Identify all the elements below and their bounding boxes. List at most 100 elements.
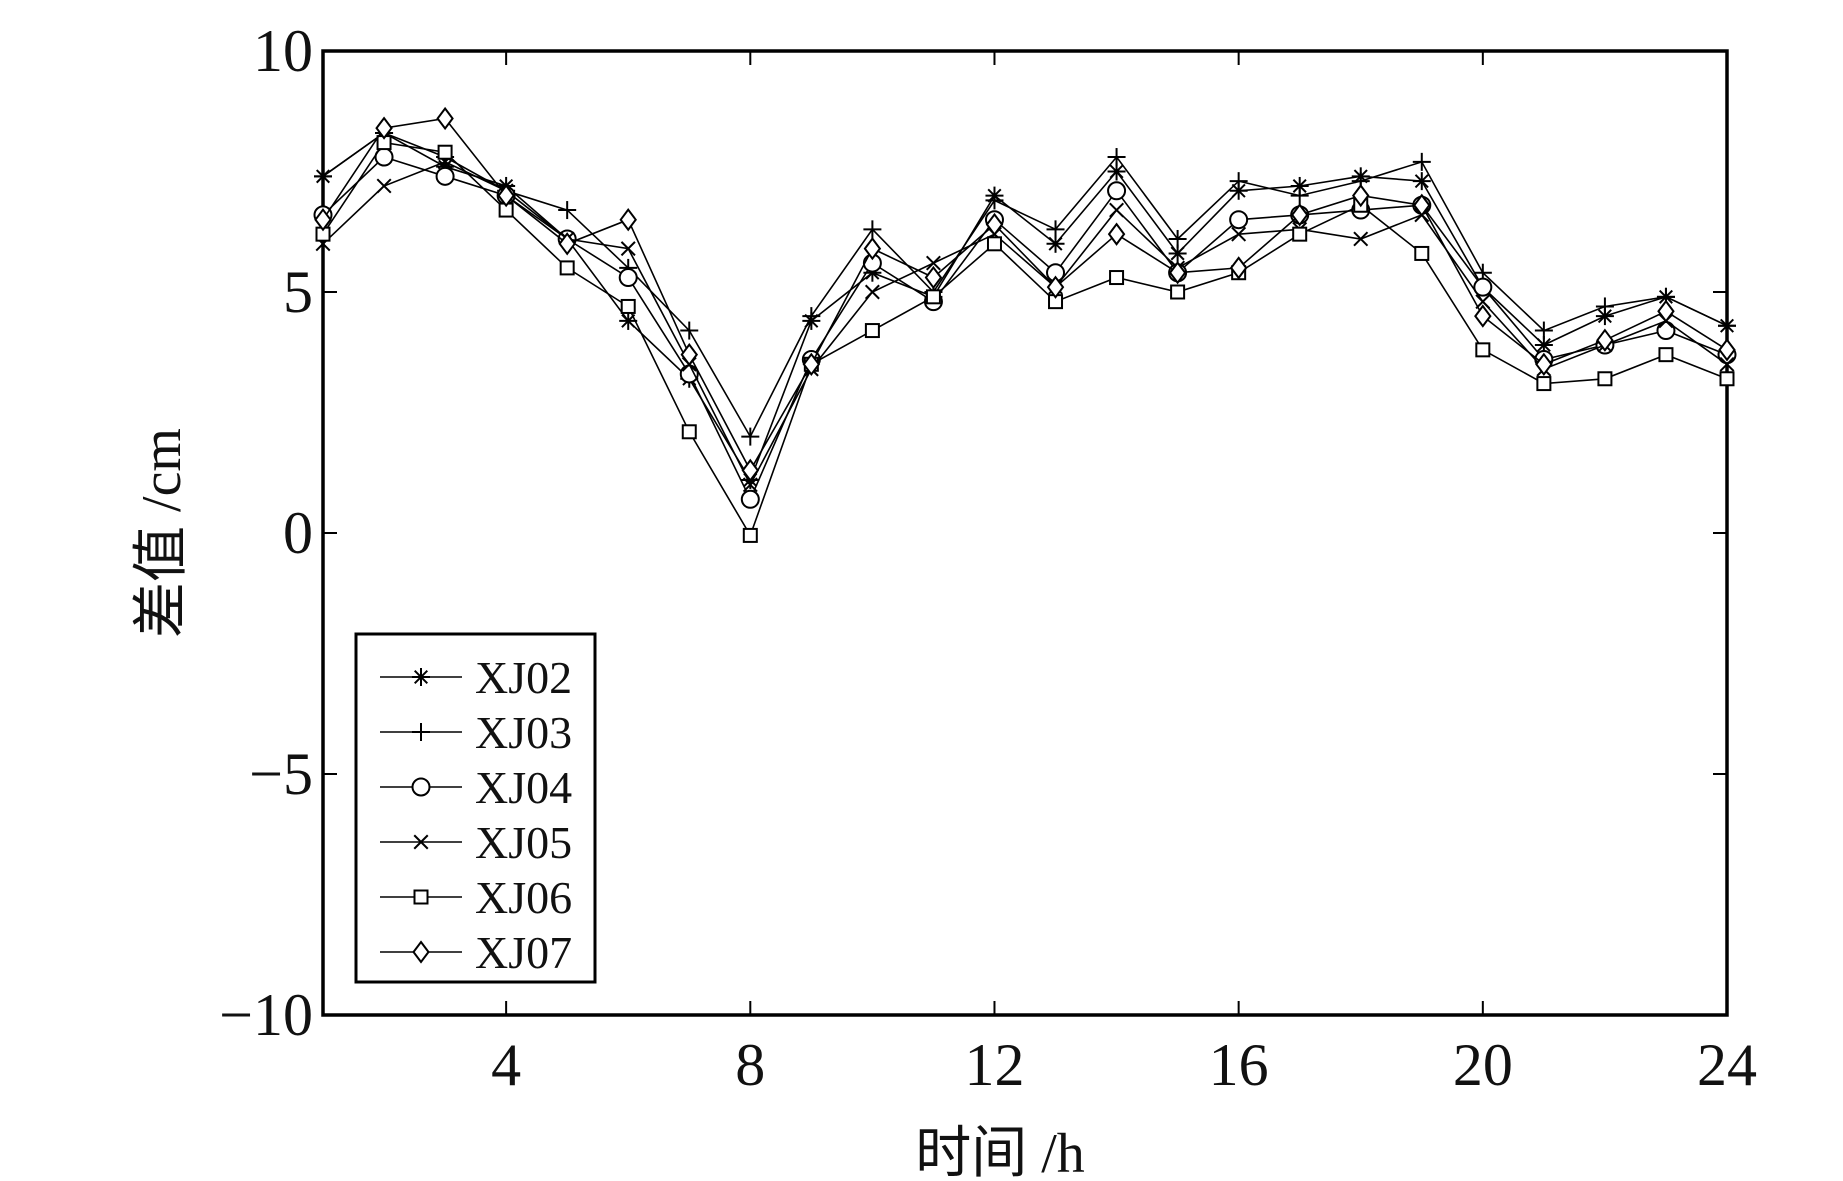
marker-shape: [1413, 193, 1431, 217]
marker-shape: [411, 777, 431, 797]
legend-label: XJ06: [475, 872, 572, 923]
marker-shape: [1229, 256, 1248, 280]
data-point-xj07: [1535, 352, 1553, 376]
marker-stroke: [1109, 164, 1124, 179]
series-line-xj06: [322, 141, 1728, 538]
data-point-xj07: [1168, 261, 1187, 285]
y-axis-title: 差值 /cm: [131, 428, 193, 638]
legend-marker-xj06: [413, 889, 429, 905]
legend-marker-xj02: [412, 668, 430, 686]
legend-marker-xj07: [412, 940, 430, 964]
data-point-xj05: [925, 255, 941, 271]
marker-stroke: [864, 284, 880, 300]
data-point-xj03: [1534, 321, 1553, 340]
marker-shape: [1474, 304, 1492, 328]
legend-label: XJ02: [475, 652, 572, 703]
marker-shape: [619, 208, 637, 232]
marker-shape: [1475, 342, 1491, 358]
marker-shape: [1170, 284, 1186, 300]
data-point-xj07: [497, 183, 515, 208]
marker-shape: [314, 208, 332, 232]
marker-shape: [1719, 371, 1735, 387]
data-point-xj06: [1536, 376, 1552, 392]
marker-shape: [1292, 226, 1308, 242]
data-point-xj05: [1353, 231, 1369, 247]
y-tick-label: −5: [249, 741, 313, 807]
data-point-xj03: [985, 191, 1004, 210]
data-point-xj04: [740, 489, 760, 509]
axis-ticks: [323, 50, 1728, 1016]
data-point-xj03: [802, 307, 821, 326]
marker-shape: [1414, 245, 1430, 261]
series-xj07: [314, 106, 1736, 483]
data-point-xj04: [1229, 210, 1249, 230]
marker-stroke: [1048, 236, 1063, 251]
data-point-xj02: [1168, 244, 1187, 263]
marker-stroke: [1475, 294, 1491, 310]
data-point-xj07: [802, 352, 821, 376]
marker-stroke: [742, 477, 758, 493]
marker-shape: [741, 458, 760, 483]
marker-stroke: [376, 178, 392, 194]
marker-shape: [1046, 275, 1065, 299]
data-point-xj04: [435, 166, 455, 186]
marker-shape: [925, 289, 941, 305]
data-point-xj07: [1657, 299, 1675, 323]
data-point-xj05: [620, 241, 636, 257]
marker-stroke: [1109, 202, 1125, 218]
data-point-xj04: [679, 364, 699, 384]
series-layer: [313, 106, 1737, 543]
series-line-xj03: [322, 131, 1728, 439]
marker-shape: [558, 232, 576, 256]
marker-shape: [864, 323, 880, 339]
data-point-xj03: [741, 427, 760, 446]
data-point-xj03: [1290, 186, 1309, 205]
marker-shape: [742, 527, 758, 543]
legend-item-xj04: XJ04: [380, 762, 572, 813]
marker-stroke: [1231, 226, 1247, 242]
marker-shape: [1657, 299, 1675, 323]
data-point-xj07: [680, 342, 699, 367]
marker-shape: [413, 889, 429, 905]
data-point-xj03: [1595, 297, 1614, 316]
marker-shape: [985, 212, 1004, 237]
data-point-xj03: [1229, 172, 1248, 191]
data-point-xj05: [1231, 226, 1247, 242]
series-line-xj05: [322, 161, 1728, 487]
marker-shape: [680, 342, 699, 367]
data-point-xj03: [1412, 152, 1431, 171]
data-point-xj07: [1046, 275, 1065, 299]
data-point-xj03: [680, 321, 699, 340]
data-point-xj06: [559, 260, 575, 276]
data-point-xj07: [314, 208, 332, 232]
marker-shape: [1536, 376, 1552, 392]
data-point-xj03: [1107, 148, 1126, 167]
marker-stroke: [925, 255, 941, 271]
data-point-xj03: [1168, 229, 1187, 248]
data-point-xj05: [864, 284, 880, 300]
data-point-xj07: [375, 116, 393, 140]
marker-stroke: [620, 241, 636, 257]
marker-shape: [1109, 270, 1125, 286]
data-point-xj07: [924, 265, 943, 290]
data-point-xj07: [985, 212, 1004, 237]
data-point-xj04: [1107, 181, 1127, 201]
data-point-xj06: [925, 289, 941, 305]
marker-shape: [679, 364, 699, 384]
legend-item-xj03: XJ03: [380, 707, 572, 758]
data-point-xj07: [558, 232, 576, 256]
legend-marker-xj04: [411, 777, 431, 797]
data-point-xj06: [681, 424, 697, 440]
marker-shape: [559, 260, 575, 276]
data-point-xj07: [1718, 338, 1736, 362]
data-point-xj07: [1290, 203, 1309, 227]
data-point-xj02: [1412, 172, 1431, 191]
legend-label: XJ05: [475, 817, 572, 868]
series-line-xj07: [322, 117, 1728, 472]
data-point-xj07: [436, 106, 454, 131]
data-point-xj06: [1719, 371, 1735, 387]
marker-shape: [986, 236, 1002, 252]
legend-label: XJ07: [475, 927, 572, 978]
data-point-xj07: [1107, 222, 1126, 246]
marker-shape: [618, 268, 638, 288]
